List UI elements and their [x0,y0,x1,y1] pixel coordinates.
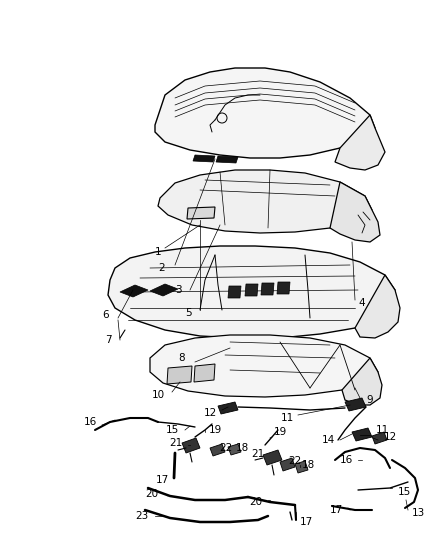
Polygon shape [280,458,295,471]
Polygon shape [261,283,274,295]
Polygon shape [194,364,215,382]
Text: 18: 18 [235,443,249,453]
Text: 5: 5 [185,308,191,318]
Polygon shape [193,155,215,162]
Text: 4: 4 [359,298,365,308]
Polygon shape [295,461,308,473]
Text: 12: 12 [383,432,397,442]
Polygon shape [120,285,148,297]
Text: 23: 23 [135,511,148,521]
Text: 15: 15 [397,487,411,497]
Text: 11: 11 [280,413,293,423]
Polygon shape [277,282,290,294]
Text: 12: 12 [203,408,217,418]
Polygon shape [108,246,395,338]
Text: 20: 20 [145,489,159,499]
Text: 21: 21 [251,449,265,459]
Text: 18: 18 [301,460,314,470]
Polygon shape [187,207,215,219]
Polygon shape [228,286,241,298]
Text: 16: 16 [83,417,97,427]
Text: 2: 2 [159,263,165,273]
Text: 7: 7 [105,335,111,345]
Polygon shape [182,438,200,453]
Polygon shape [345,398,366,411]
Polygon shape [150,284,178,296]
Text: 1: 1 [155,247,161,257]
Text: 17: 17 [155,475,169,485]
Text: 6: 6 [102,310,110,320]
Polygon shape [155,68,375,158]
Polygon shape [218,402,238,414]
Text: 13: 13 [411,508,424,518]
Polygon shape [342,358,382,405]
Polygon shape [167,366,192,384]
Text: 3: 3 [175,285,181,295]
Polygon shape [330,182,380,242]
Text: 14: 14 [321,435,335,445]
Polygon shape [355,275,400,338]
Polygon shape [228,444,241,455]
Text: 8: 8 [179,353,185,363]
Text: 22: 22 [288,456,302,466]
Polygon shape [210,444,225,456]
Polygon shape [216,156,238,163]
Text: 16: 16 [339,455,353,465]
Polygon shape [158,170,372,233]
Text: 22: 22 [219,443,233,453]
Text: 19: 19 [208,425,222,435]
Text: 19: 19 [273,427,286,437]
Polygon shape [372,432,387,444]
Text: 9: 9 [367,395,373,405]
Polygon shape [335,115,385,170]
Text: 10: 10 [152,390,165,400]
Polygon shape [263,450,282,465]
Text: 20: 20 [249,497,262,507]
Text: 17: 17 [329,505,343,515]
Polygon shape [245,284,258,296]
Text: 21: 21 [170,438,183,448]
Text: 11: 11 [375,425,389,435]
Polygon shape [352,428,372,441]
Polygon shape [150,335,378,397]
Text: 17: 17 [300,517,313,527]
Text: 15: 15 [166,425,179,435]
